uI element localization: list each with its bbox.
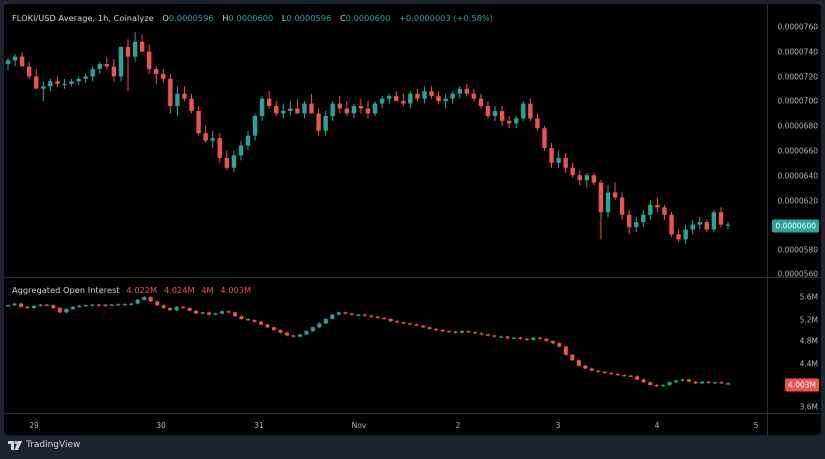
price-legend: FLOKI/USD Average, 1h, Coinalyze O0.0000… <box>12 13 493 23</box>
time-tick: 31 <box>254 421 264 430</box>
oi-tick: 4.8M <box>799 336 818 346</box>
price-candles[interactable] <box>4 4 767 277</box>
time-tick: Nov <box>351 421 367 430</box>
time-tick: 2 <box>455 421 461 430</box>
ohlc-high-value: 0.0000600 <box>228 13 274 23</box>
oi-value-open: 4.022M <box>126 285 158 295</box>
tradingview-branding[interactable]: TradingView <box>8 440 80 450</box>
time-tick: 30 <box>156 421 166 430</box>
oi-tick: 5.2M <box>799 315 818 325</box>
ohlc-low-value: 0.0000596 <box>286 13 332 23</box>
oi-tick: 3.6M <box>799 402 818 412</box>
oi-tick: 4.4M <box>799 359 818 369</box>
time-axis-divider <box>4 413 821 414</box>
pane-divider[interactable] <box>4 277 821 278</box>
ohlc-low-label: L <box>281 13 287 23</box>
price-tick: 0.0000660 <box>777 146 818 156</box>
time-tick: 5 <box>753 421 759 430</box>
oi-value-low: 4M <box>201 285 214 295</box>
price-tick: 0.0000680 <box>777 121 818 131</box>
chart-frame: FLOKI/USD Average, 1h, Coinalyze O0.0000… <box>4 4 821 435</box>
price-scale[interactable]: 0.0000760 0.0000740 0.0000720 0.0000700 … <box>767 4 821 435</box>
price-tick: 0.0000580 <box>777 245 818 255</box>
current-price-badge: 0.0000600 <box>772 219 819 233</box>
oi-title[interactable]: Aggregated Open Interest <box>12 285 120 295</box>
price-tick: 0.0000700 <box>777 96 818 106</box>
oi-value-high: 4.024M <box>163 285 195 295</box>
ohlc-close-label: C <box>339 13 346 23</box>
price-tick: 0.0000560 <box>777 269 818 279</box>
ohlc-open-value: 0.0000596 <box>168 13 214 23</box>
oi-legend: Aggregated Open Interest 4.022M 4.024M 4… <box>12 285 251 295</box>
symbol-title[interactable]: FLOKI/USD Average, 1h, Coinalyze <box>12 13 154 23</box>
tradingview-logo-icon <box>8 440 22 450</box>
oi-value-close: 4.003M <box>220 285 252 295</box>
ohlc-open-label: O <box>162 13 169 23</box>
price-tick: 0.0000620 <box>777 196 818 206</box>
oi-tick: 5.6M <box>799 292 818 302</box>
time-tick: 4 <box>654 421 660 430</box>
price-change: +0.0000003 (+0.58%) <box>399 13 494 23</box>
price-tick: 0.0000720 <box>777 72 818 82</box>
current-oi-badge: 4.003M <box>785 378 819 392</box>
price-tick: 0.0000760 <box>777 22 818 32</box>
open-interest-candles[interactable] <box>4 278 767 413</box>
ohlc-high-label: H <box>222 13 229 23</box>
ohlc-close-value: 0.0000600 <box>345 13 391 23</box>
price-tick: 0.0000740 <box>777 47 818 57</box>
time-tick: 29 <box>29 421 39 430</box>
tradingview-name: TradingView <box>26 440 81 450</box>
time-tick: 3 <box>555 421 561 430</box>
price-tick: 0.0000640 <box>777 171 818 181</box>
